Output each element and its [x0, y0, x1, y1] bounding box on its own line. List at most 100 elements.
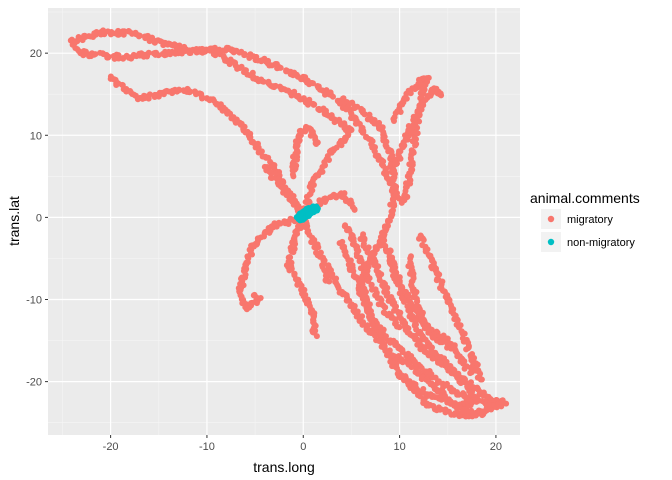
- data-point: [399, 347, 405, 354]
- data-point: [151, 91, 158, 98]
- data-point: [293, 214, 300, 221]
- data-point: [470, 355, 476, 362]
- data-point: [142, 35, 149, 42]
- data-point: [429, 355, 436, 362]
- data-point: [386, 249, 393, 256]
- data-point: [360, 240, 367, 247]
- data-point: [246, 135, 253, 142]
- legend-key-non-migratory: [547, 238, 555, 246]
- y-axis-title: trans.lat: [6, 196, 22, 246]
- data-point: [428, 263, 435, 270]
- data-point: [380, 237, 387, 244]
- data-point: [450, 310, 457, 317]
- data-point: [115, 55, 122, 62]
- data-point: [92, 51, 99, 58]
- data-point: [383, 292, 390, 299]
- data-point: [199, 95, 205, 102]
- data-point: [390, 207, 396, 214]
- data-point: [351, 206, 358, 213]
- data-point: [467, 370, 474, 377]
- data-point: [339, 238, 346, 245]
- data-point: [193, 89, 200, 96]
- data-point: [420, 397, 427, 404]
- data-point: [286, 267, 293, 274]
- data-point: [145, 49, 152, 56]
- data-point: [350, 268, 357, 275]
- legend-key-migratory: [547, 215, 555, 223]
- data-point: [294, 149, 301, 156]
- x-tick-label: -20: [103, 441, 119, 453]
- data-point: [306, 191, 313, 198]
- data-point: [290, 249, 297, 256]
- data-point: [241, 51, 248, 57]
- data-point: [450, 366, 457, 373]
- data-point: [265, 79, 272, 86]
- data-point: [312, 134, 318, 141]
- data-point: [363, 133, 370, 140]
- y-tick-label: -20: [26, 377, 42, 389]
- data-point: [289, 160, 296, 167]
- data-point: [277, 64, 284, 71]
- y-axis-ticks: -20 -10 0 10 20: [26, 48, 48, 389]
- data-point: [461, 330, 468, 337]
- data-point: [391, 118, 397, 124]
- data-point: [365, 278, 372, 284]
- data-point: [409, 166, 416, 173]
- data-point: [364, 116, 371, 123]
- data-point: [302, 291, 309, 298]
- series-migratory: [67, 27, 510, 420]
- points: [67, 27, 510, 420]
- data-point: [250, 292, 257, 299]
- y-tick-label: 20: [30, 48, 42, 60]
- data-point: [360, 129, 367, 136]
- data-point: [389, 167, 396, 174]
- data-point: [297, 127, 304, 134]
- legend-title: animal.comments: [530, 190, 640, 206]
- data-point: [379, 232, 386, 239]
- data-point: [503, 400, 510, 407]
- data-point: [382, 304, 389, 311]
- data-point: [313, 141, 320, 147]
- data-point: [336, 116, 343, 123]
- data-point: [442, 406, 449, 413]
- x-axis-title: trans.long: [253, 459, 314, 475]
- data-point: [383, 333, 389, 340]
- data-point: [181, 88, 188, 95]
- data-point: [315, 106, 322, 112]
- x-tick-label: 10: [393, 441, 405, 453]
- data-point: [384, 284, 391, 291]
- data-point: [455, 371, 462, 378]
- data-point: [414, 298, 421, 305]
- data-point: [71, 39, 78, 46]
- data-point: [477, 376, 484, 383]
- data-point: [422, 96, 429, 103]
- data-point: [322, 91, 328, 98]
- data-point: [100, 27, 107, 34]
- data-point: [292, 241, 299, 247]
- data-point: [390, 181, 396, 188]
- data-point: [344, 227, 350, 234]
- data-point: [438, 360, 445, 367]
- data-point: [398, 372, 405, 379]
- data-point: [268, 175, 275, 181]
- data-point: [339, 95, 346, 102]
- data-point: [277, 83, 283, 90]
- data-point: [306, 231, 313, 238]
- data-point: [107, 73, 114, 80]
- data-point: [376, 338, 383, 344]
- x-tick-label: -10: [199, 441, 215, 453]
- x-axis-ticks: -20 -10 0 10 20: [103, 435, 502, 453]
- data-point: [486, 401, 493, 408]
- data-point: [246, 72, 253, 79]
- data-point: [437, 90, 444, 97]
- x-tick-label: 0: [300, 441, 306, 453]
- data-point: [474, 361, 481, 368]
- data-point: [401, 297, 408, 304]
- y-tick-label: 0: [36, 212, 42, 224]
- data-point: [322, 195, 329, 202]
- data-point: [431, 406, 438, 413]
- data-point: [338, 121, 344, 128]
- data-point: [241, 69, 247, 76]
- data-point: [331, 119, 338, 126]
- data-point: [310, 80, 316, 87]
